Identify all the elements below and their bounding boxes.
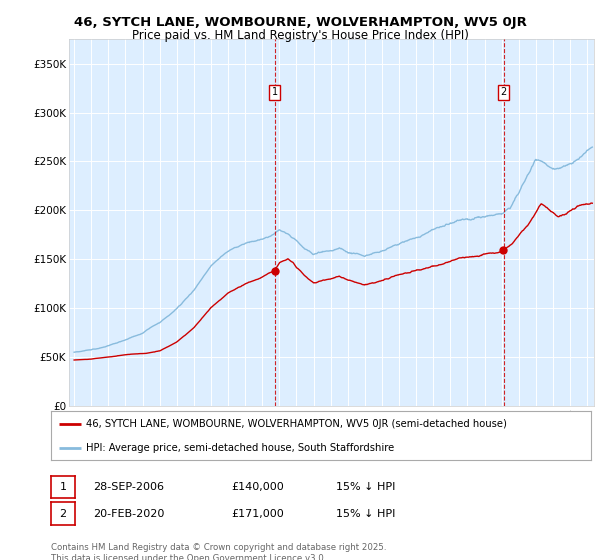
Text: Price paid vs. HM Land Registry's House Price Index (HPI): Price paid vs. HM Land Registry's House … [131,29,469,42]
Text: 2: 2 [500,87,507,97]
Text: £140,000: £140,000 [231,482,284,492]
Text: 46, SYTCH LANE, WOMBOURNE, WOLVERHAMPTON, WV5 0JR: 46, SYTCH LANE, WOMBOURNE, WOLVERHAMPTON… [74,16,526,29]
Text: Contains HM Land Registry data © Crown copyright and database right 2025.
This d: Contains HM Land Registry data © Crown c… [51,543,386,560]
Text: 1: 1 [272,87,278,97]
Text: HPI: Average price, semi-detached house, South Staffordshire: HPI: Average price, semi-detached house,… [86,443,394,453]
Text: £171,000: £171,000 [231,508,284,519]
Text: 46, SYTCH LANE, WOMBOURNE, WOLVERHAMPTON, WV5 0JR (semi-detached house): 46, SYTCH LANE, WOMBOURNE, WOLVERHAMPTON… [86,419,507,430]
Text: 1: 1 [59,482,67,492]
Text: 15% ↓ HPI: 15% ↓ HPI [336,482,395,492]
Text: 20-FEB-2020: 20-FEB-2020 [93,508,164,519]
Text: 15% ↓ HPI: 15% ↓ HPI [336,508,395,519]
Text: 2: 2 [59,508,67,519]
Text: 28-SEP-2006: 28-SEP-2006 [93,482,164,492]
